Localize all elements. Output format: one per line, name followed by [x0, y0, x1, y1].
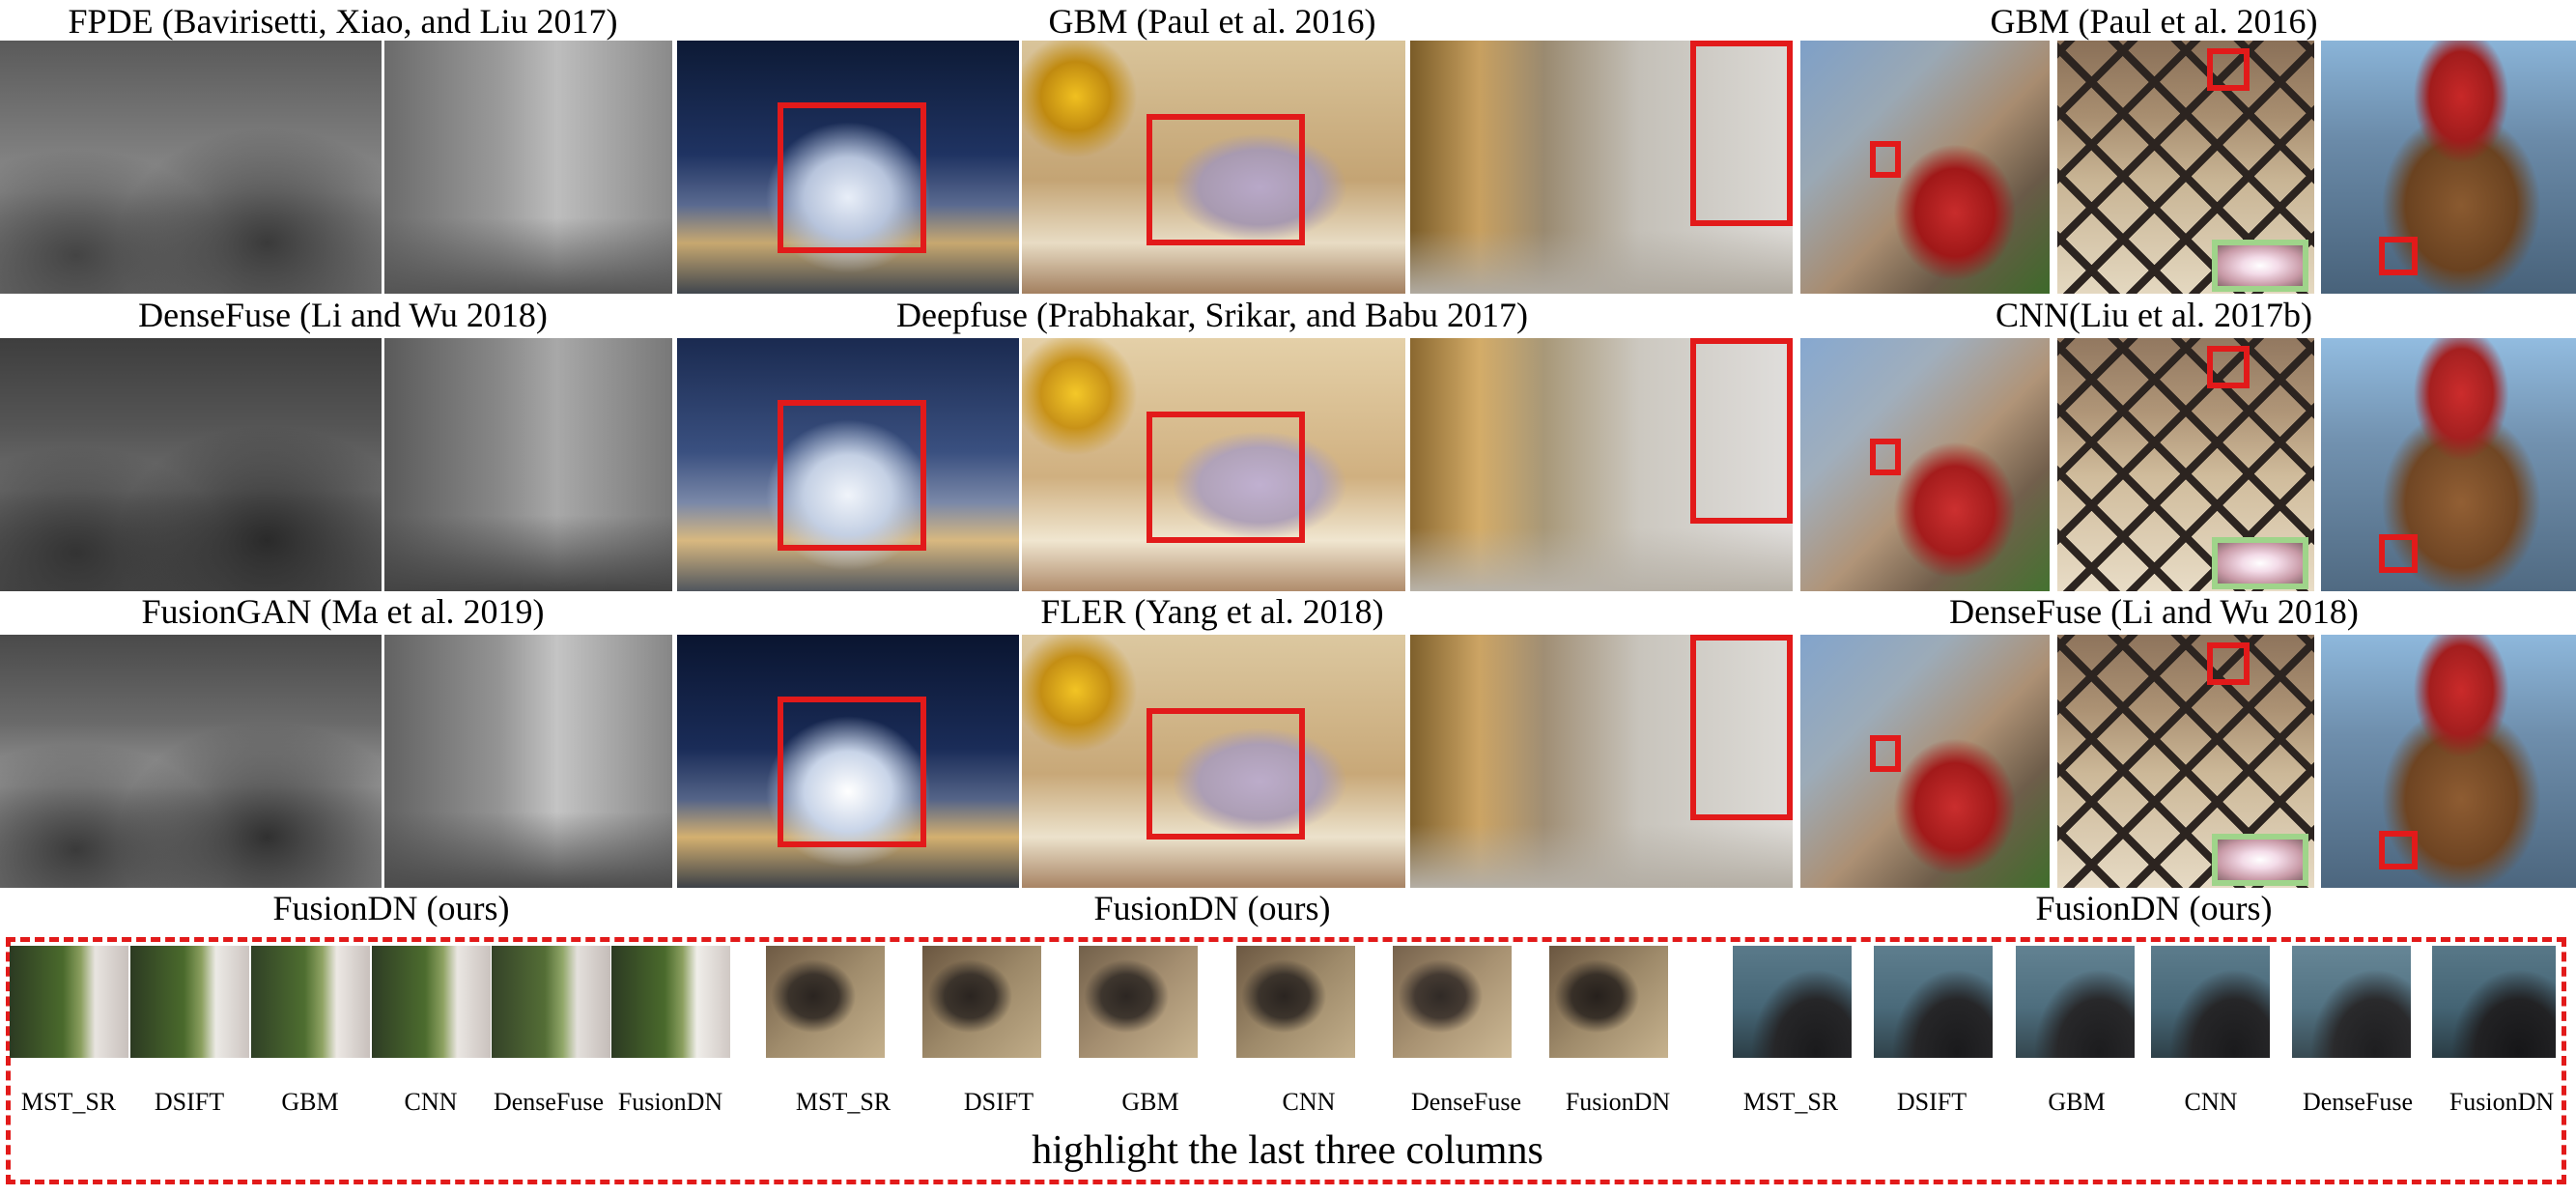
row4-caption-exposure: FusionDN (ours)	[1093, 889, 1331, 927]
highlight-box	[1870, 141, 1901, 178]
zoom-crop	[2432, 946, 2556, 1058]
zoom-crop	[1393, 946, 1512, 1058]
crop-label: CNN	[404, 1088, 458, 1116]
crop-label: DenseFuse	[493, 1088, 605, 1116]
crop-label: DenseFuse	[2302, 1088, 2414, 1116]
ir-street-image	[0, 41, 382, 294]
ir-street-image	[0, 635, 382, 888]
still-life-image	[1022, 338, 1405, 591]
row4-caption-multifocus: FusionDN (ours)	[2035, 889, 2273, 927]
arch-interior-image	[1410, 635, 1793, 888]
fence-gym-image	[2057, 635, 2314, 888]
lock-castle-image	[1800, 338, 2050, 591]
toy-monkey-image	[2321, 635, 2576, 888]
highlight-box	[2379, 534, 2418, 573]
zoom-crop	[251, 946, 370, 1058]
zoom-crop	[922, 946, 1041, 1058]
crop-label: FusionDN	[617, 1088, 723, 1116]
row3-caption-multifocus: DenseFuse (Li and Wu 2018)	[1949, 592, 2359, 631]
zoomed-crops-panel	[6, 937, 2566, 1184]
zoom-crop	[2292, 946, 2411, 1058]
crop-label: CNN	[2184, 1088, 2238, 1116]
crop-label: CNN	[1282, 1088, 1336, 1116]
lock-castle-image	[1800, 41, 2050, 294]
highlight-box	[2379, 237, 2418, 275]
crop-label: DSIFT	[154, 1088, 225, 1116]
zoom-crop	[10, 946, 128, 1058]
ir-building-image	[384, 338, 672, 591]
crop-label: DSIFT	[1896, 1088, 1967, 1116]
zoom-crop	[492, 946, 610, 1058]
crop-label: MST_SR	[795, 1088, 892, 1116]
highlight-box	[778, 102, 926, 253]
highlight-box	[1870, 735, 1901, 772]
highlight-box	[1146, 114, 1305, 245]
zoom-crop	[2016, 946, 2135, 1058]
toy-monkey-image	[2321, 338, 2576, 591]
crop-label: DSIFT	[963, 1088, 1034, 1116]
ir-building-image	[384, 635, 672, 888]
highlight-box	[1690, 635, 1793, 820]
zoom-crop	[1549, 946, 1668, 1058]
highlight-box	[778, 697, 926, 847]
inset-box	[2212, 240, 2308, 292]
row2-caption-ir: DenseFuse (Li and Wu 2018)	[138, 296, 548, 334]
still-life-image	[1022, 635, 1405, 888]
crop-label: FusionDN	[1565, 1088, 1671, 1116]
crop-label: DenseFuse	[1410, 1088, 1522, 1116]
arch-interior-image	[1410, 41, 1793, 294]
inset-box	[2212, 537, 2308, 589]
lock-castle-image	[1800, 635, 2050, 888]
inset-box	[2212, 834, 2308, 886]
toy-monkey-image	[2321, 41, 2576, 294]
highlight-box	[1690, 338, 1793, 524]
row2-caption-multifocus: CNN(Liu et al. 2017b)	[1996, 296, 2312, 334]
highlight-box	[778, 400, 926, 551]
zoom-crop	[1079, 946, 1198, 1058]
row3-caption-ir: FusionGAN (Ma et al. 2019)	[141, 592, 545, 631]
zoom-crop	[766, 946, 885, 1058]
row1-caption-multifocus: GBM (Paul et al. 2016)	[1990, 2, 2318, 41]
row3-caption-exposure: FLER (Yang et al. 2018)	[1040, 592, 1384, 631]
capitol-night-image	[677, 635, 1019, 888]
zoom-crop	[372, 946, 491, 1058]
crop-label: GBM	[1121, 1088, 1179, 1116]
highlight-box	[2379, 831, 2418, 869]
crop-label: GBM	[281, 1088, 339, 1116]
crop-label: MST_SR	[1742, 1088, 1839, 1116]
row2-caption-exposure: Deepfuse (Prabhakar, Srikar, and Babu 20…	[896, 296, 1528, 334]
ir-street-image	[0, 338, 382, 591]
highlight-box	[2207, 48, 2250, 91]
zoom-crop	[1874, 946, 1993, 1058]
zoom-crop	[130, 946, 249, 1058]
highlight-box	[1870, 439, 1901, 475]
arch-interior-image	[1410, 338, 1793, 591]
zoom-crop	[1236, 946, 1355, 1058]
crop-label: FusionDN	[2449, 1088, 2555, 1116]
crop-label: GBM	[2048, 1088, 2106, 1116]
highlight-box	[1690, 41, 1793, 226]
highlight-box	[2207, 642, 2250, 685]
row1-caption-exposure: GBM (Paul et al. 2016)	[1048, 2, 1376, 41]
ir-building-image	[384, 41, 672, 294]
zoom-crop	[2151, 946, 2270, 1058]
highlight-box	[1146, 412, 1305, 543]
still-life-image	[1022, 41, 1405, 294]
highlight-box	[2207, 346, 2250, 388]
row1-caption-ir: FPDE (Bavirisetti, Xiao, and Liu 2017)	[68, 2, 618, 41]
crop-label: MST_SR	[20, 1088, 117, 1116]
fence-gym-image	[2057, 41, 2314, 294]
capitol-night-image	[677, 41, 1019, 294]
highlight-box	[1146, 708, 1305, 840]
highlight-caption: highlight the last three columns	[1032, 1128, 1543, 1173]
zoom-crop	[1733, 946, 1852, 1058]
capitol-night-image	[677, 338, 1019, 591]
zoom-crop	[611, 946, 730, 1058]
row4-caption-ir: FusionDN (ours)	[272, 889, 510, 927]
fence-gym-image	[2057, 338, 2314, 591]
